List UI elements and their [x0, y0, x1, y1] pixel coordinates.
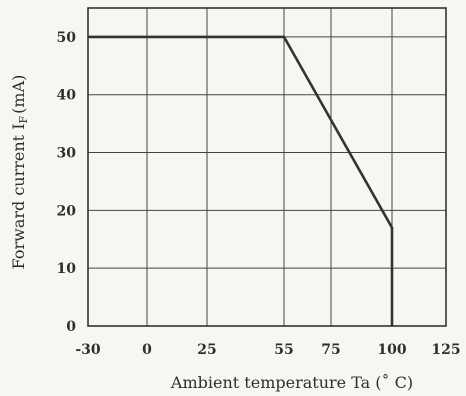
- x-tick-label: 100: [377, 342, 406, 358]
- grid-lines: [88, 8, 446, 326]
- y-axis-title-unit: (mA): [9, 75, 28, 114]
- x-tick-label: 75: [321, 342, 340, 358]
- x-tick-label: 0: [142, 342, 152, 358]
- y-tick-label: 50: [57, 30, 77, 46]
- y-tick-label: 40: [57, 88, 77, 104]
- x-tick-label: -30: [75, 342, 101, 358]
- y-axis-title: Forward current IF(mA): [9, 75, 30, 270]
- y-axis-title-main: Forward current I: [9, 123, 28, 269]
- y-tick-labels: 0 10 20 30 40 50: [57, 30, 77, 335]
- x-tick-label: 125: [431, 342, 460, 358]
- y-axis-title-subscript: F: [17, 115, 30, 123]
- plot-frame: [87, 7, 447, 327]
- y-tick-label: 10: [57, 261, 77, 277]
- x-axis-title: Ambient temperature Ta (˚ C): [170, 373, 413, 392]
- x-tick-labels: -30 0 25 55 75 100 125: [75, 342, 460, 358]
- y-tick-label: 20: [57, 203, 77, 219]
- x-tick-label: 25: [197, 342, 216, 358]
- x-tick-label: 55: [274, 342, 293, 358]
- derating-curve: [88, 35, 394, 326]
- y-tick-label: 30: [57, 146, 77, 162]
- y-tick-label: 0: [66, 319, 76, 335]
